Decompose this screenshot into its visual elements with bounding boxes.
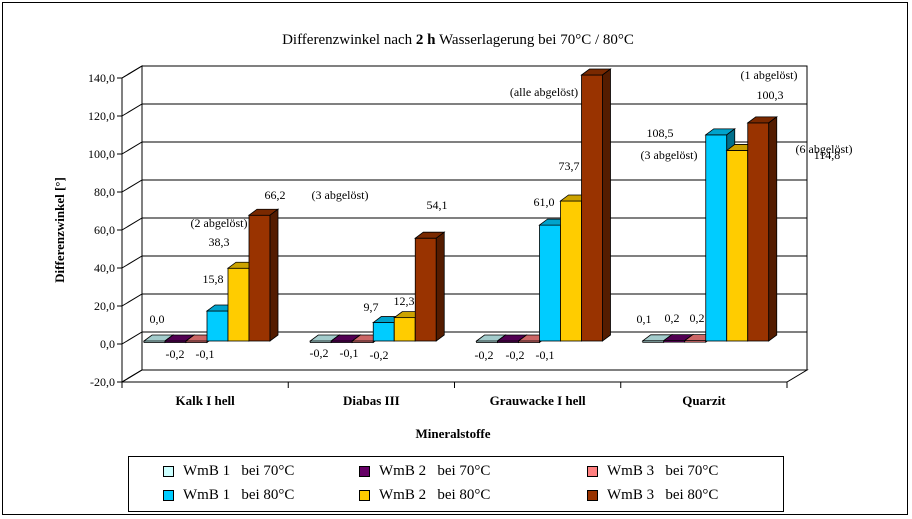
annotation: (6 abgelöst) bbox=[796, 142, 853, 156]
data-label: -0,2 bbox=[475, 348, 494, 362]
data-label: 0,2 bbox=[665, 311, 680, 325]
bar bbox=[247, 208, 280, 342]
legend-label: WmB 1 bei 80°C bbox=[183, 487, 295, 503]
bar-front bbox=[206, 310, 229, 342]
bar-front bbox=[227, 267, 250, 342]
annotation: (alle abgelöst) bbox=[510, 85, 578, 99]
annotation: (3 abgelöst) bbox=[641, 148, 698, 162]
bar-front bbox=[705, 134, 728, 342]
legend-item: WmB 3 bei 70°C bbox=[587, 463, 718, 480]
bar-front bbox=[560, 200, 582, 342]
annotation: (2 abgelöst) bbox=[191, 216, 248, 230]
bar bbox=[414, 231, 446, 342]
annotation: (3 abgelöst) bbox=[312, 188, 369, 202]
bar bbox=[746, 116, 778, 342]
bar-side bbox=[435, 231, 445, 342]
y-tick-label: 0,0 bbox=[100, 337, 115, 351]
data-label: 100,3 bbox=[757, 88, 784, 102]
data-label: -0,1 bbox=[536, 348, 555, 362]
chart-title: Differenzwinkel nach 2 h Wasserlagerung … bbox=[282, 32, 634, 48]
data-label: 54,1 bbox=[427, 198, 448, 212]
chart-title-part: 2 h bbox=[416, 32, 436, 48]
bar-side bbox=[602, 68, 611, 342]
data-label: 66,2 bbox=[265, 188, 286, 202]
plot-floor bbox=[120, 369, 809, 383]
gridline bbox=[121, 369, 807, 383]
bar-front bbox=[726, 150, 749, 342]
bar-front bbox=[414, 237, 437, 342]
bar-front bbox=[581, 74, 603, 342]
bar-front bbox=[372, 322, 395, 342]
x-tick-label: Diabas III bbox=[343, 393, 400, 408]
data-label: 0,0 bbox=[150, 312, 165, 326]
data-label: -0,2 bbox=[166, 347, 185, 361]
data-label: 0,2 bbox=[690, 311, 705, 325]
legend-swatch bbox=[163, 490, 174, 501]
y-tick-label: 80,0 bbox=[94, 185, 115, 199]
data-label: 9,7 bbox=[364, 300, 379, 314]
annotation: (1 abgelöst) bbox=[741, 68, 798, 82]
legend-item: WmB 1 bei 70°C bbox=[163, 463, 294, 480]
x-axis-title: Mineralstoffe bbox=[415, 426, 490, 441]
y-tick-label: 140,0 bbox=[88, 71, 115, 85]
legend-label: WmB 3 bei 80°C bbox=[607, 487, 719, 503]
data-label: -0,2 bbox=[370, 348, 389, 362]
data-label: -0,1 bbox=[196, 347, 215, 361]
bar-front bbox=[747, 122, 770, 342]
chart-canvas: -20,0 0,0 20,0 40,0 60,0 80,0 100,0 120,0 140,0 K… bbox=[52, 32, 853, 441]
data-label: -0,2 bbox=[506, 348, 525, 362]
legend-swatch bbox=[359, 466, 370, 477]
bar-front bbox=[248, 214, 271, 342]
legend-label: WmB 1 bei 70°C bbox=[183, 463, 295, 479]
legend: WmB 1 bei 70°C WmB 2 bei 70°C WmB 3 bei 70… bbox=[128, 456, 784, 512]
legend-label: WmB 3 bei 70°C bbox=[607, 463, 719, 479]
y-tick-label: 40,0 bbox=[94, 261, 115, 275]
chart-title-part: Wasserlagerung bei 70°C / 80°C bbox=[436, 32, 634, 48]
y-tick-label: -20,0 bbox=[90, 375, 115, 389]
bar-side bbox=[269, 208, 279, 342]
data-label: 12,3 bbox=[394, 294, 415, 308]
legend-swatch bbox=[587, 490, 598, 501]
chart-title-part: Differenzwinkel nach bbox=[282, 32, 416, 48]
legend-swatch bbox=[587, 466, 598, 477]
legend-swatch bbox=[359, 490, 370, 501]
data-label: 15,8 bbox=[203, 272, 224, 286]
data-label: -0,1 bbox=[340, 346, 359, 360]
bar bbox=[580, 68, 612, 342]
legend-item: WmB 3 bei 80°C bbox=[587, 487, 718, 504]
legend-item: WmB 2 bei 70°C bbox=[359, 463, 490, 480]
x-tick-label: Kalk I hell bbox=[176, 393, 236, 408]
data-label: 61,0 bbox=[534, 195, 555, 209]
y-tick-label: 20,0 bbox=[94, 299, 115, 313]
legend-label: WmB 2 bei 80°C bbox=[379, 487, 491, 503]
data-label: 114,8 bbox=[814, 148, 841, 162]
y-tick-label: 120,0 bbox=[88, 109, 115, 123]
legend-item: WmB 1 bei 80°C bbox=[163, 487, 294, 504]
legend-label: WmB 2 bei 70°C bbox=[379, 463, 491, 479]
data-label: -0,2 bbox=[310, 346, 329, 360]
bar-front bbox=[393, 317, 416, 342]
y-axis-title: Differenzwinkel [°] bbox=[52, 177, 67, 283]
x-tick-label: Grauwacke I hell bbox=[490, 393, 586, 408]
data-label: 0,1 bbox=[637, 312, 652, 326]
y-tick-label: 60,0 bbox=[94, 223, 115, 237]
legend-swatch bbox=[163, 466, 174, 477]
data-label: 38,3 bbox=[209, 235, 230, 249]
y-tick-label: 100,0 bbox=[88, 147, 115, 161]
gridline bbox=[121, 65, 807, 79]
bar-front bbox=[539, 224, 561, 342]
bar-side bbox=[768, 116, 778, 342]
legend-item: WmB 2 bei 80°C bbox=[359, 487, 490, 504]
data-label: 108,5 bbox=[647, 126, 674, 140]
x-tick-label: Quarzit bbox=[682, 393, 726, 408]
data-label: 73,7 bbox=[559, 159, 580, 173]
